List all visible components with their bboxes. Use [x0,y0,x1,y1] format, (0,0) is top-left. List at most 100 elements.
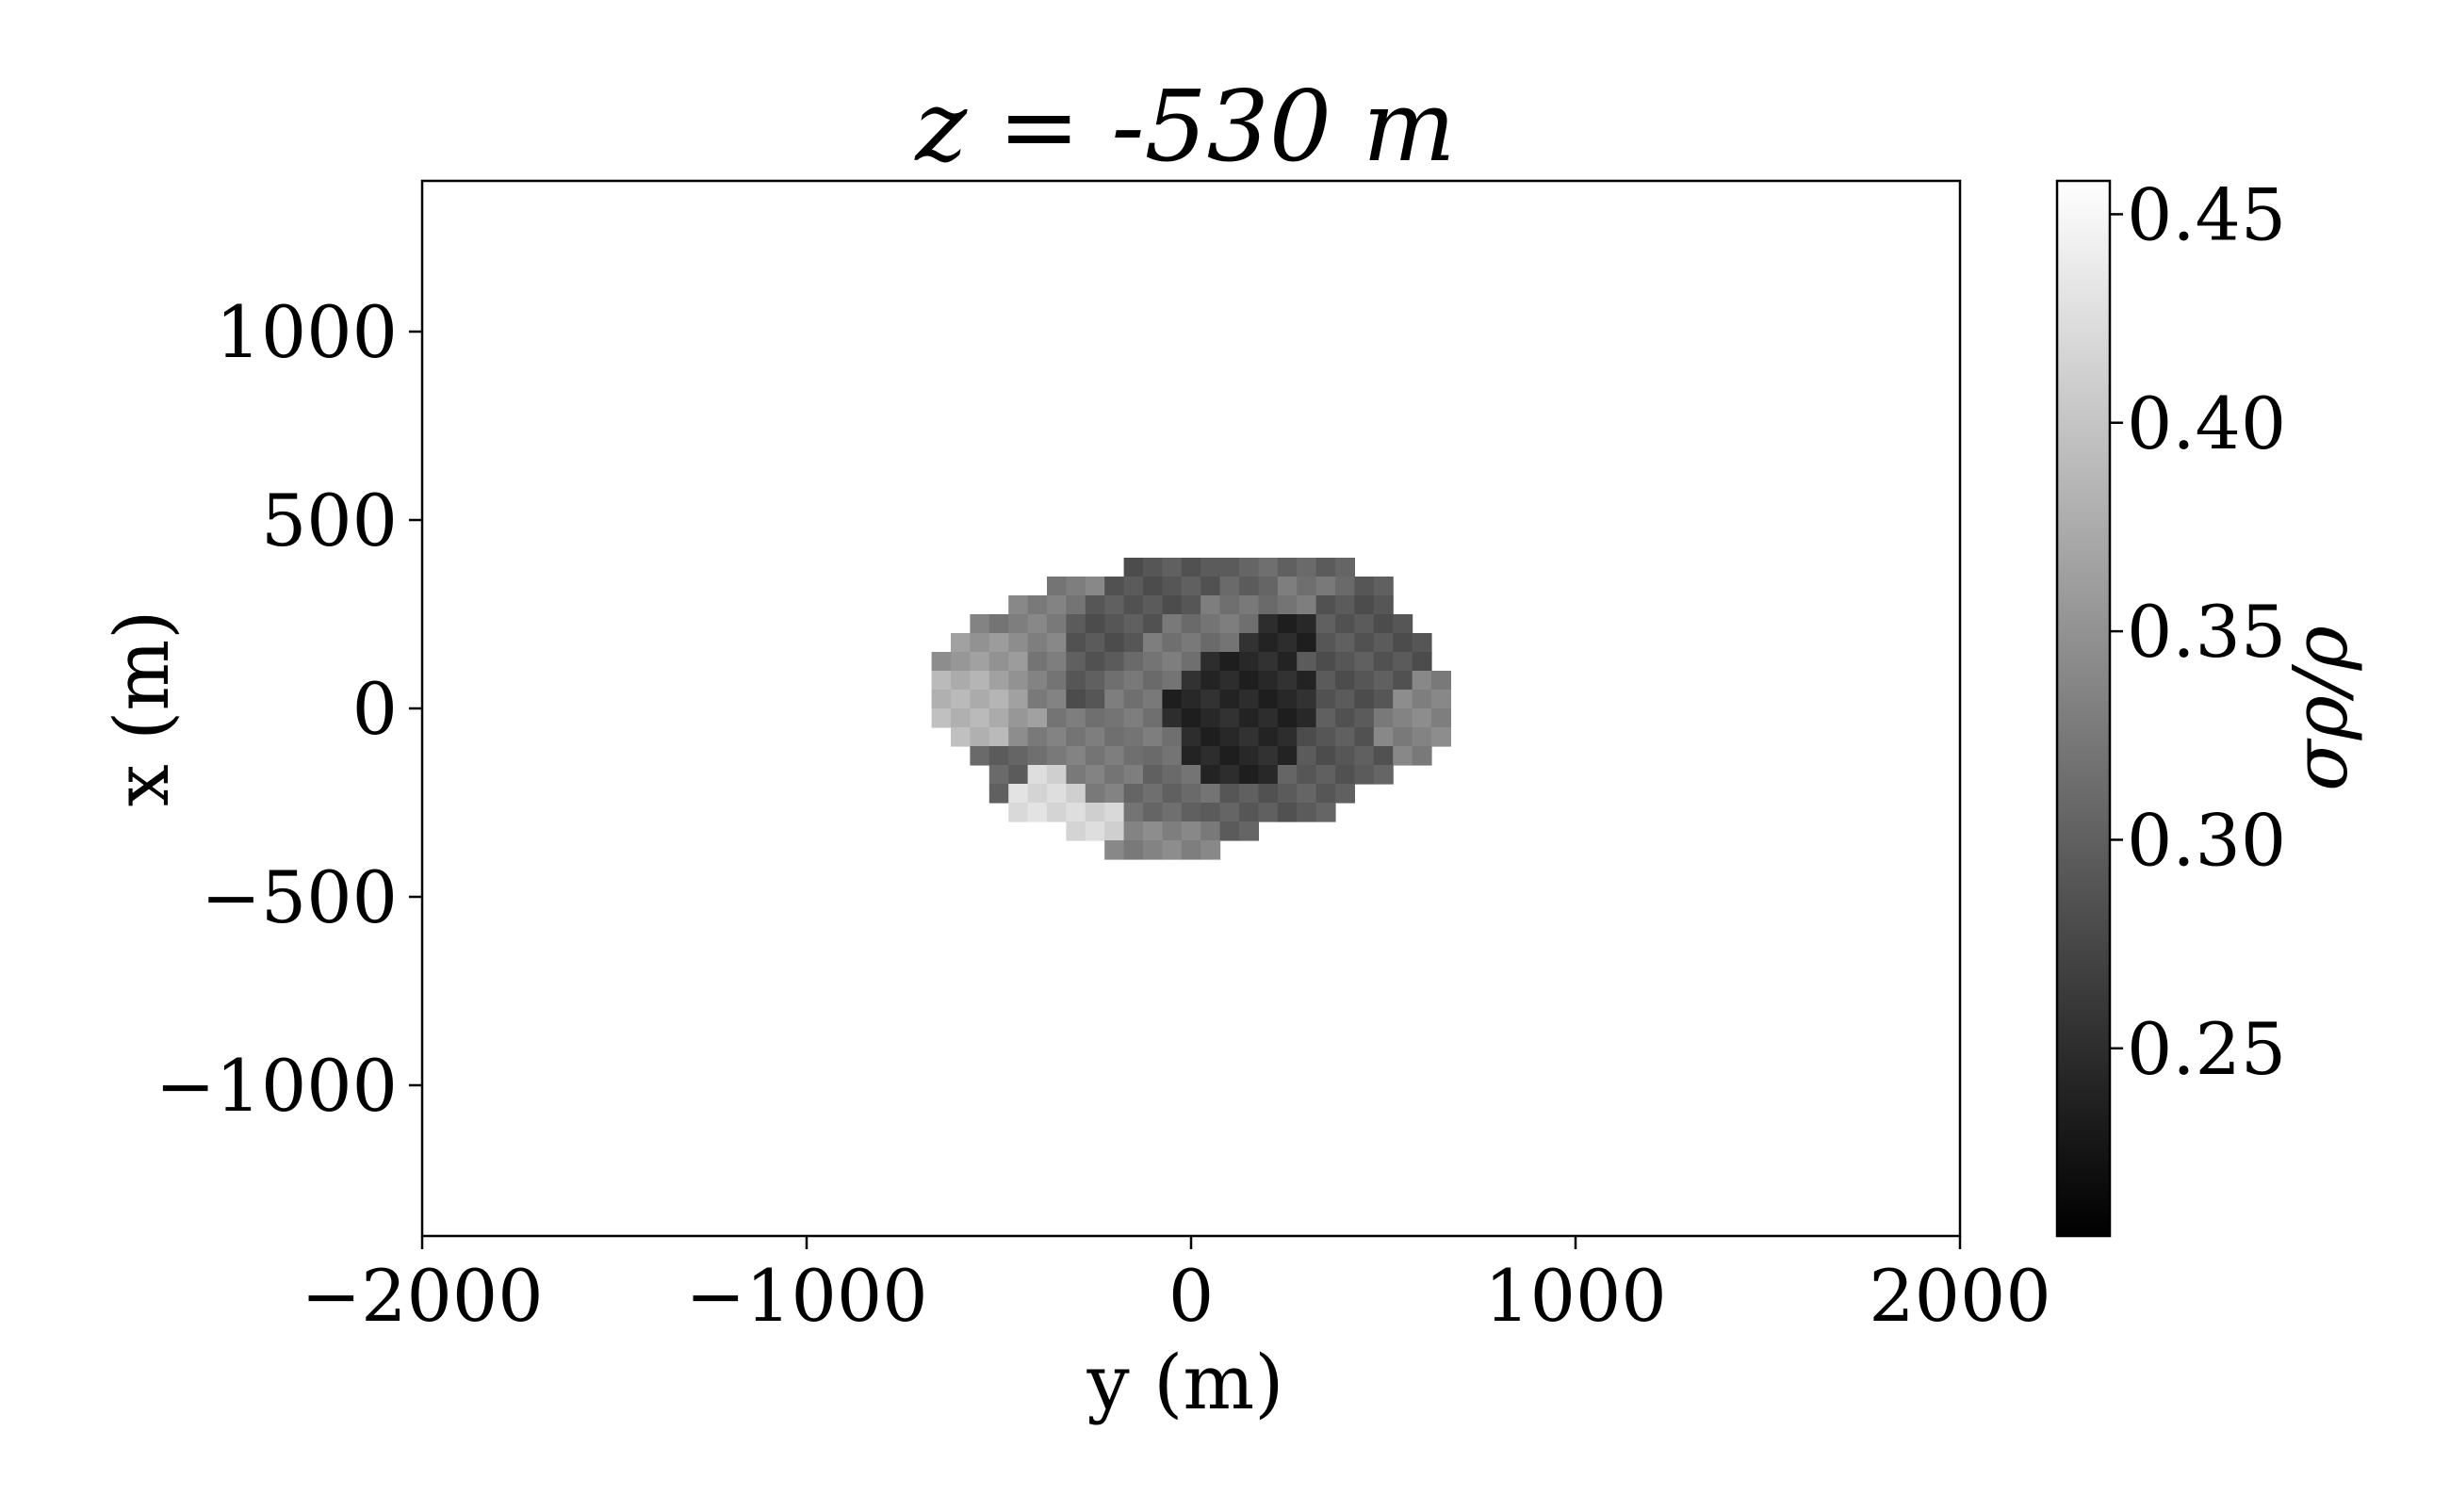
heatmap-cell [1123,671,1144,691]
heatmap-cell [1431,727,1451,747]
heatmap-cell [1123,746,1144,766]
heatmap-cell [951,708,971,728]
heatmap-cell [1277,595,1298,615]
heatmap-cell [1219,821,1240,841]
heatmap-cell [1335,690,1355,709]
heatmap-cell [988,727,1009,747]
heatmap-cell [1315,652,1336,672]
heatmap-cell [1181,746,1201,766]
heatmap-cell [1162,577,1183,596]
heatmap-cell [1219,671,1240,691]
heatmap-cell [1354,633,1375,653]
heatmap-cell [1412,671,1432,691]
heatmap-cell [1315,690,1336,709]
heatmap-cell [1123,727,1144,747]
heatmap-cell [1085,652,1105,672]
heatmap-cell [1239,690,1259,709]
heatmap-cell [970,652,990,672]
colorbar-label: σρ/ρ [2277,626,2364,791]
heatmap-cell [1162,671,1183,691]
heatmap-cell [1258,690,1279,709]
heatmap-cell [1373,708,1394,728]
heatmap-cell [1123,821,1144,841]
heatmap-cell [1315,708,1336,728]
heatmap-cell [1258,671,1279,691]
colorbar-tick-label: 0.35 [2127,590,2286,674]
heatmap-cell [1315,803,1336,822]
heatmap-cell [1047,577,1067,596]
heatmap-cell [988,784,1009,804]
heatmap-cell [1297,577,1317,596]
heatmap-cell [1066,765,1086,785]
heatmap-cell [1008,803,1029,822]
heatmap-cell [1008,690,1029,709]
heatmap-cell [1104,633,1125,653]
heatmap-cell [988,671,1009,691]
heatmap-cell [1393,690,1413,709]
heatmap-cell [1066,633,1086,653]
heatmap-cell [1085,821,1105,841]
heatmap-cell [1200,821,1221,841]
heatmap-cell [1085,708,1105,728]
heatmap-cell [1104,727,1125,747]
heatmap-cell [1200,746,1221,766]
heatmap-cell [1104,765,1125,785]
heatmap-cell [1143,727,1163,747]
x-tick-label: 0 [1168,1254,1214,1338]
heatmap-cell [1219,803,1240,822]
heatmap-cell [1027,633,1048,653]
heatmap-cell [931,671,952,691]
heatmap-cell [1008,727,1029,747]
heatmap-cell [1297,652,1317,672]
y-tick-label: −500 [201,855,398,939]
heatmap-cell [1297,708,1317,728]
heatmap-cell [1008,708,1029,728]
heatmap-cell [931,708,952,728]
heatmap-cell [1181,784,1201,804]
heatmap-cell [1219,765,1240,785]
heatmap-cell [1027,765,1048,785]
heatmap-cell [1181,708,1201,728]
heatmap-cell [1239,577,1259,596]
heatmap-cell [1219,784,1240,804]
heatmap-cell [1162,727,1183,747]
heatmap-cell [1412,746,1432,766]
heatmap-cell [1027,708,1048,728]
heatmap-cell [1066,803,1086,822]
heatmap-cell [1143,746,1163,766]
heatmap-cell [1104,671,1125,691]
heatmap-cell [1027,614,1048,634]
heatmap-cell [1181,690,1201,709]
heatmap-cell [1219,727,1240,747]
heatmap-cell [1335,671,1355,691]
heatmap-cell [1047,746,1067,766]
heatmap-cell [1143,803,1163,822]
heatmap-cell [1047,803,1067,822]
heatmap-cell [1085,803,1105,822]
heatmap-cell [1181,765,1201,785]
heatmap-cell [1162,765,1183,785]
heatmap-cell [1315,671,1336,691]
heatmap-cell [1066,727,1086,747]
colorbar-tick-label: 0.25 [2127,1007,2286,1091]
heatmap-cell [1297,727,1317,747]
heatmap-cell [1066,690,1086,709]
heatmap-cell [1200,577,1221,596]
heatmap-cell [1239,595,1259,615]
heatmap-cell [1239,614,1259,634]
heatmap-cell [1143,577,1163,596]
chart-title: z = -530 m [913,69,1455,184]
heatmap-cell [1027,784,1048,804]
heatmap-cell [1258,633,1279,653]
heatmap-cell [1297,558,1317,577]
heatmap-cell [1219,746,1240,766]
heatmap-cell [1008,614,1029,634]
heatmap-cell [1181,821,1201,841]
heatmap-cell [988,690,1009,709]
heatmap-cell [1373,577,1394,596]
heatmap-cell [1123,803,1144,822]
y-tick-label: 0 [352,667,398,751]
heatmap-cell [1335,727,1355,747]
heatmap-cell [1104,708,1125,728]
